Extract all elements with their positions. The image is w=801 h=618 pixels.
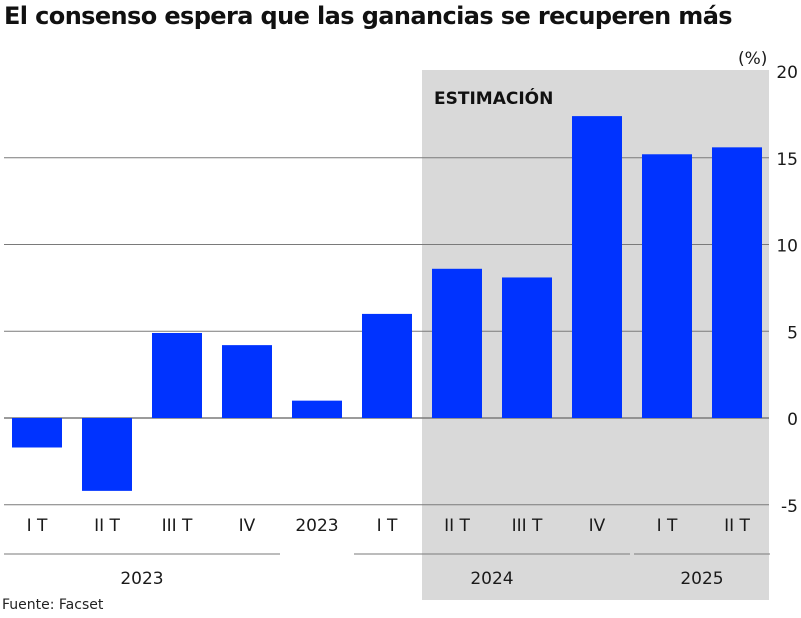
y-tick-label: 20 bbox=[776, 63, 798, 83]
x-tick-label: I T bbox=[27, 516, 48, 536]
y-tick-label: -5 bbox=[781, 497, 798, 517]
x-tick-label: III T bbox=[512, 516, 543, 536]
x-tick-label: 2023 bbox=[295, 516, 338, 536]
bar bbox=[642, 154, 692, 418]
bar-layer bbox=[12, 116, 762, 491]
bar bbox=[82, 418, 132, 491]
bar bbox=[222, 345, 272, 418]
x-tick-label: II T bbox=[724, 516, 750, 536]
group-label: 2025 bbox=[680, 569, 723, 589]
bar bbox=[502, 277, 552, 418]
bar bbox=[712, 147, 762, 418]
bar bbox=[292, 400, 342, 418]
y-tick-label: 0 bbox=[787, 410, 798, 430]
bar bbox=[362, 313, 412, 418]
x-tick-label: II T bbox=[94, 516, 120, 536]
group-label: 2024 bbox=[470, 569, 513, 589]
chart-title: El consenso espera que las ganancias se … bbox=[4, 2, 733, 30]
y-tick-label: 5 bbox=[787, 323, 798, 343]
group-label: 2023 bbox=[120, 569, 163, 589]
x-tick-label: I T bbox=[657, 516, 678, 536]
source-note: Fuente: Facset bbox=[2, 597, 104, 613]
estimate-label: ESTIMACIÓN bbox=[434, 87, 553, 109]
bar bbox=[432, 268, 482, 418]
x-tick-label: IV bbox=[589, 516, 606, 536]
x-tick-label: II T bbox=[444, 516, 470, 536]
x-tick-label: I T bbox=[377, 516, 398, 536]
x-tick-label: III T bbox=[162, 516, 193, 536]
y-axis-unit-label: (%) bbox=[738, 49, 767, 69]
x-tick-label: IV bbox=[239, 516, 256, 536]
bar bbox=[12, 418, 62, 448]
bar bbox=[572, 116, 622, 419]
axis-label-layer: -5 0 5 10 15 20 I T II T III T IV 2023 I T II T III T… bbox=[4, 63, 798, 589]
y-tick-label: 15 bbox=[776, 150, 798, 170]
bar bbox=[152, 332, 202, 418]
y-tick-label: 10 bbox=[776, 237, 798, 257]
